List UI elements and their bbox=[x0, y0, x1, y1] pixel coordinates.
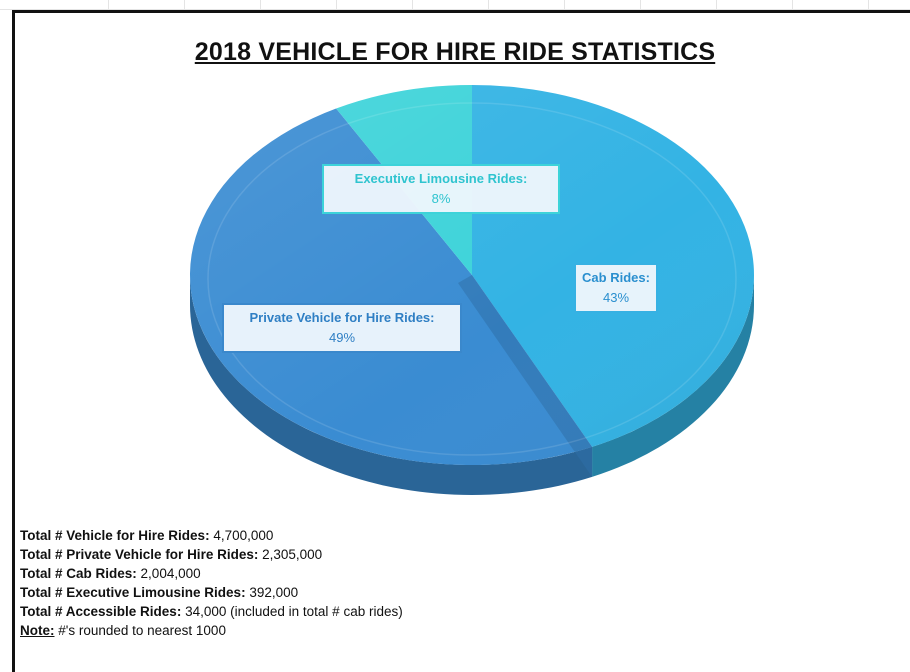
stat-value: 34,000 bbox=[185, 604, 227, 619]
stat-value: 392,000 bbox=[249, 585, 299, 600]
chart-title: 2018 VEHICLE FOR HIRE RIDE STATISTICS bbox=[194, 38, 716, 66]
data-label-value: 43% bbox=[602, 290, 630, 305]
pie-rim bbox=[207, 102, 737, 456]
data-label-executive-limousine[interactable]: Executive Limousine Rides: 8% bbox=[322, 164, 560, 214]
stat-colon: : bbox=[205, 528, 210, 543]
stat-value: 4,700,000 bbox=[213, 528, 274, 543]
pie-sides bbox=[189, 275, 754, 496]
note-key: Note: bbox=[20, 623, 55, 638]
pie-side-private-vehicle-for-hire-rides bbox=[189, 275, 593, 496]
stat-value: 2,305,000 bbox=[262, 547, 323, 562]
stat-key: Total # Vehicle for Hire Rides bbox=[20, 528, 206, 543]
stat-colon: : bbox=[176, 604, 182, 619]
data-label-name: Private Vehicle for Hire Rides: bbox=[249, 310, 435, 325]
data-label-cab[interactable]: Cab Rides: 43% bbox=[574, 263, 658, 313]
pie-side-cab-rides bbox=[592, 275, 754, 477]
sheet-gridline bbox=[0, 9, 910, 10]
data-label-value: 49% bbox=[328, 330, 356, 345]
stat-row: Total # Accessible Rides: 34,000 (includ… bbox=[20, 602, 403, 621]
data-label-name: Cab Rides: bbox=[582, 270, 650, 285]
stat-suffix: (included in total # cab rides) bbox=[226, 604, 403, 619]
data-label-name: Executive Limousine Rides: bbox=[354, 171, 528, 186]
stat-row: Total # Private Vehicle for Hire Rides: … bbox=[20, 545, 403, 564]
stat-colon: : bbox=[253, 547, 259, 562]
stat-colon: : bbox=[132, 566, 137, 581]
stat-row: Total # Vehicle for Hire Rides: 4,700,00… bbox=[20, 526, 403, 545]
stat-key: Total # Accessible Rides bbox=[20, 604, 177, 619]
stat-row: Total # Executive Limousine Rides: 392,0… bbox=[20, 583, 403, 602]
note-text: #'s rounded to nearest 1000 bbox=[54, 623, 226, 638]
stat-row: Total # Cab Rides: 2,004,000 bbox=[20, 564, 403, 583]
stat-value: 2,004,000 bbox=[140, 566, 201, 581]
note-row: Note: #'s rounded to nearest 1000 bbox=[20, 621, 403, 640]
pie-sheen bbox=[190, 85, 754, 465]
data-label-private-vehicle[interactable]: Private Vehicle for Hire Rides: 49% bbox=[222, 303, 462, 353]
stats-text-box: Total # Vehicle for Hire Rides: 4,700,00… bbox=[20, 526, 403, 640]
stat-key: Total # Private Vehicle for Hire Rides bbox=[20, 547, 254, 562]
data-label-value: 8% bbox=[431, 191, 451, 206]
stat-key: Total # Executive Limousine Rides bbox=[20, 585, 242, 600]
stat-key: Total # Cab Rides bbox=[20, 566, 133, 581]
stat-colon: : bbox=[241, 585, 246, 600]
